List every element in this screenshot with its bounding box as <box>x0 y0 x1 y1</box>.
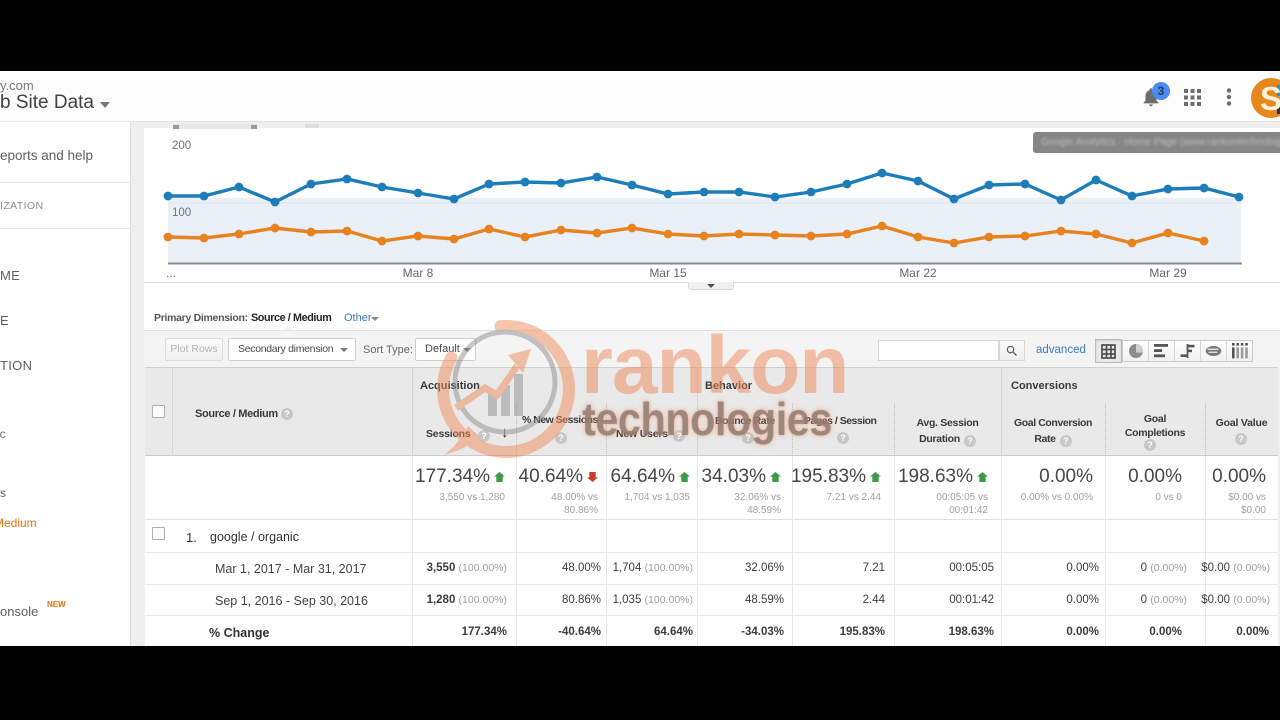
svg-text:Mar 8: Mar 8 <box>403 266 434 280</box>
svg-text:Mar 22: Mar 22 <box>899 266 937 280</box>
svg-text:200: 200 <box>172 140 191 152</box>
svg-text:Mar 15: Mar 15 <box>649 266 687 280</box>
svg-text:100: 100 <box>172 207 191 219</box>
svg-text:Mar 29: Mar 29 <box>1149 266 1187 280</box>
svg-text:...: ... <box>166 266 176 280</box>
